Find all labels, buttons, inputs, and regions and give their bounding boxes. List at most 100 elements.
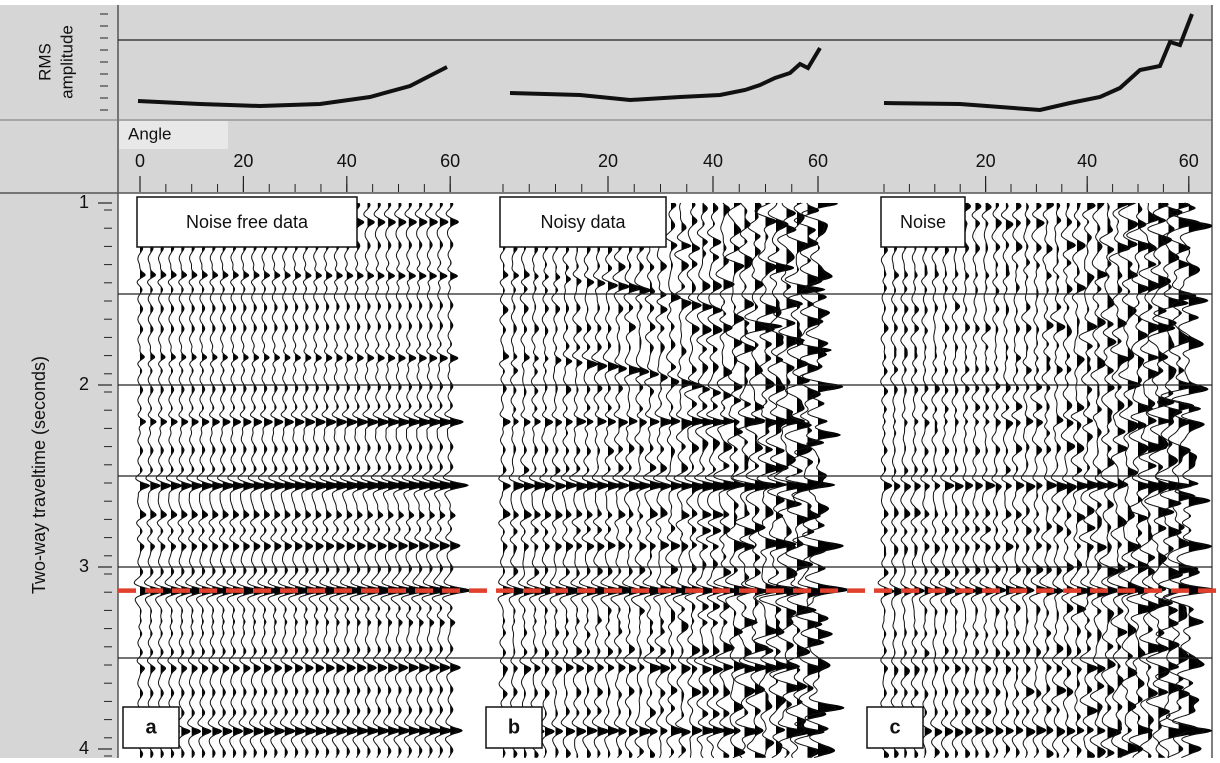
- trace: [390, 202, 413, 758]
- trace: [1088, 202, 1111, 758]
- panel-title: Noise free data: [186, 212, 309, 232]
- trace: [329, 202, 351, 758]
- trace: [938, 202, 954, 758]
- trace: [758, 202, 799, 758]
- trace: [236, 202, 256, 758]
- trace-fill: [734, 203, 762, 758]
- trace: [526, 202, 546, 758]
- trace: [1039, 202, 1056, 758]
- trace: [900, 202, 912, 758]
- angle-tab: [119, 121, 228, 149]
- angle-label: Angle: [128, 124, 171, 143]
- x-tick-label: 0: [135, 151, 145, 171]
- trace: [672, 202, 696, 758]
- trace: [380, 202, 403, 758]
- x-tick-label: 60: [1179, 151, 1199, 171]
- title-box: [136, 196, 358, 248]
- trace: [979, 202, 995, 758]
- letter-box: [122, 706, 180, 749]
- trace: [185, 202, 204, 758]
- x-tick-label: 20: [598, 151, 618, 171]
- trace: [693, 202, 717, 758]
- trace: [1078, 202, 1097, 758]
- trace: [195, 202, 214, 758]
- trace: [990, 202, 1004, 758]
- trace: [877, 202, 892, 758]
- trace: [164, 202, 183, 758]
- overlay: 0 20 40 60 Noise free data a 20 40 60 Noisy data b…: [79, 13, 1220, 758]
- trace: [652, 202, 673, 758]
- x-tick-label: 20: [976, 151, 996, 171]
- seismic-traces: [133, 202, 1212, 758]
- trace-fill: [1107, 203, 1122, 758]
- trace: [431, 202, 455, 758]
- trace: [288, 202, 309, 758]
- trace: [175, 202, 193, 758]
- trace: [600, 202, 621, 758]
- trace: [205, 202, 225, 758]
- trace: [226, 202, 246, 758]
- x-tick-label: 40: [703, 151, 723, 171]
- panel-letter: c: [889, 716, 900, 738]
- trace: [154, 202, 172, 758]
- x-tick-label: 20: [233, 151, 253, 171]
- trace-fill: [1158, 203, 1176, 758]
- trace: [267, 202, 288, 758]
- trace: [441, 202, 466, 758]
- trace: [1050, 202, 1066, 758]
- trace-fill: [1178, 203, 1201, 758]
- trace: [216, 202, 235, 758]
- trace: [969, 202, 984, 758]
- trace: [370, 202, 393, 758]
- rms-label: amplitude: [57, 25, 76, 99]
- trace: [1118, 202, 1140, 758]
- trace: [538, 202, 556, 758]
- trace: [1169, 202, 1211, 758]
- y-axis-title: Two-way traveltime (seconds): [29, 356, 49, 594]
- trace: [753, 202, 783, 758]
- trace: [610, 202, 633, 758]
- trace: [1028, 202, 1046, 758]
- trace-fill: [786, 203, 811, 758]
- trace: [1144, 202, 1170, 758]
- x-tick-label: 40: [1077, 151, 1097, 171]
- trace: [247, 202, 267, 758]
- trace: [910, 202, 922, 758]
- letter-box: [485, 706, 543, 749]
- trace: [1020, 202, 1033, 758]
- trace: [1069, 202, 1089, 758]
- trace: [918, 202, 933, 758]
- y-tick-label: 1: [79, 192, 89, 212]
- trace-fill: [1168, 203, 1194, 758]
- x-tick-label: 40: [337, 151, 357, 171]
- y-tick-label: 4: [79, 738, 89, 758]
- y-axis-panel: [0, 193, 118, 758]
- x-tick-label: 60: [440, 151, 460, 171]
- rms-curve: [509, 46, 822, 103]
- panel-title: Noisy data: [540, 212, 626, 232]
- trace: [143, 202, 162, 758]
- trace: [642, 202, 664, 758]
- trace: [772, 202, 804, 758]
- trace: [1009, 202, 1026, 758]
- trace: [257, 202, 277, 758]
- trace: [421, 202, 445, 758]
- title-box: [880, 196, 966, 248]
- trace: [684, 202, 703, 758]
- trace: [732, 202, 759, 758]
- rms-label: RMS: [35, 43, 54, 81]
- trace: [949, 202, 964, 758]
- trace: [724, 202, 754, 758]
- letter-box: [866, 706, 924, 749]
- trace: [133, 202, 151, 758]
- trace: [549, 202, 568, 758]
- trace: [703, 202, 728, 758]
- trace: [497, 202, 514, 758]
- y-tick-label: 3: [79, 556, 89, 576]
- trace-fill: [818, 203, 850, 758]
- trace: [959, 202, 974, 758]
- rms-curve: [137, 65, 448, 109]
- trace: [558, 202, 580, 758]
- trace: [929, 202, 944, 758]
